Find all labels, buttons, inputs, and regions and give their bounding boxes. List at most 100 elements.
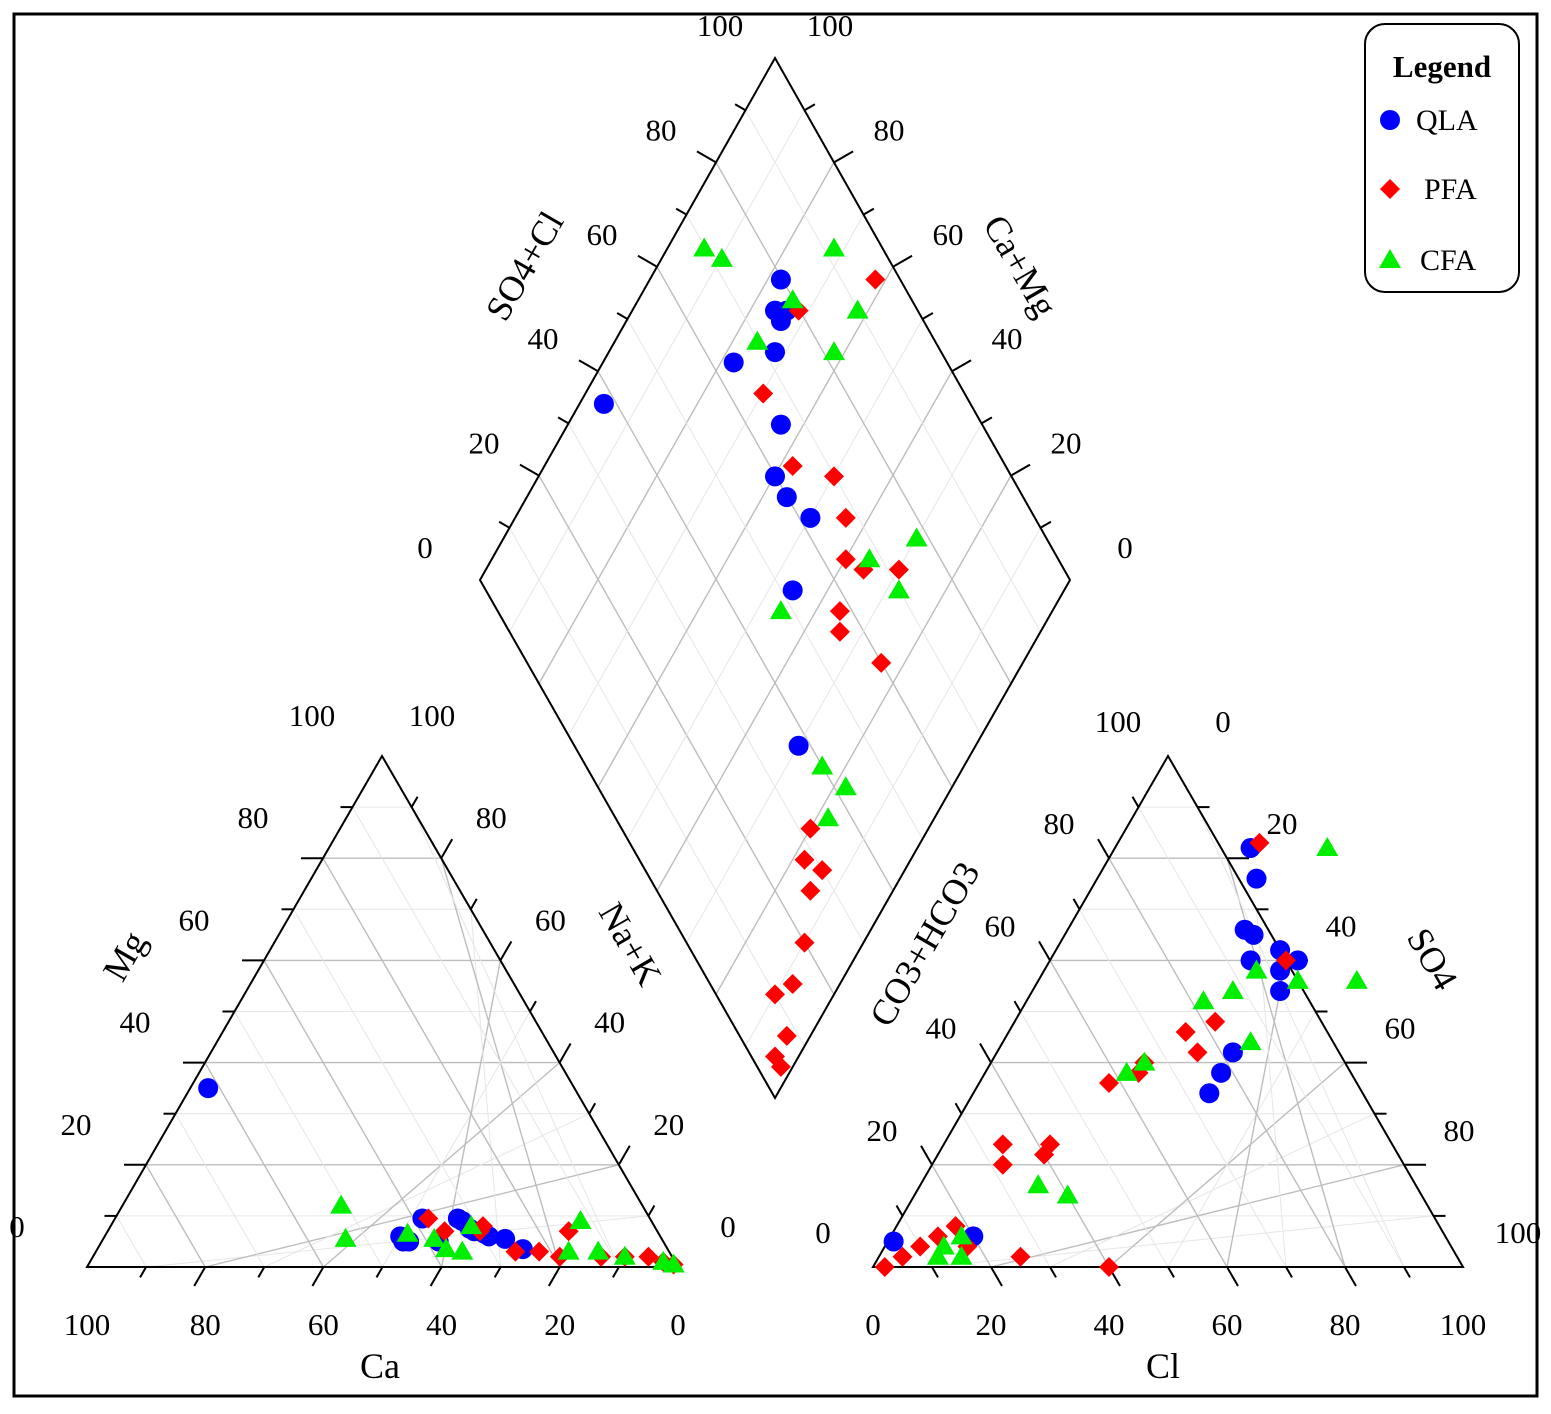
cation-left-tick-label: 0 bbox=[9, 1209, 25, 1244]
cfa-anion-point bbox=[1316, 836, 1339, 856]
diamond-left-tick-label: 80 bbox=[646, 112, 677, 147]
cation-bottom-tick bbox=[375, 1266, 384, 1278]
diamond-right-tick bbox=[981, 416, 993, 425]
diamond-outline bbox=[478, 55, 1072, 1101]
pfa-diamond-point bbox=[794, 849, 815, 870]
cfa-diamond-point bbox=[887, 579, 910, 599]
cation-grid-ascending bbox=[352, 806, 620, 1268]
legend: Legend QLA PFA CFA bbox=[1364, 23, 1520, 293]
cation-right-tick-label: 80 bbox=[476, 800, 507, 835]
pfa-diamond-point bbox=[812, 860, 833, 881]
qla-diamond-point bbox=[782, 580, 803, 601]
anion-bottom-axis-title: Cl bbox=[1146, 1346, 1180, 1386]
pfa-diamond-point bbox=[800, 880, 821, 901]
cation-right-tick bbox=[469, 898, 478, 910]
pfa-diamond-point bbox=[782, 456, 803, 477]
cfa-cation-point bbox=[435, 1238, 458, 1258]
cation-bottom-tick bbox=[612, 1266, 620, 1278]
cfa-anion-point bbox=[1239, 1031, 1262, 1051]
pfa-anion-point bbox=[892, 1246, 913, 1267]
anion-grid-ascending bbox=[1108, 857, 1346, 1268]
cation-bottom-tick-label: 100 bbox=[64, 1307, 111, 1342]
anion-bottom-tick-label: 60 bbox=[1212, 1307, 1243, 1342]
anion-grid-ascending bbox=[1138, 806, 1405, 1268]
qla-diamond-point bbox=[776, 487, 797, 508]
pfa-diamond-point bbox=[871, 652, 892, 673]
cfa-diamond-point bbox=[769, 600, 792, 620]
diamond-left-tick bbox=[616, 312, 628, 320]
cfa-diamond-point bbox=[823, 341, 845, 361]
cfa-diamond-point bbox=[746, 330, 769, 350]
anion-bottom-tick-label: 80 bbox=[1330, 1307, 1361, 1342]
anion-left-tick bbox=[895, 1205, 904, 1217]
cfa-anion-point bbox=[1115, 1061, 1138, 1081]
cation-bottom-tick bbox=[139, 1266, 147, 1278]
cfa-cation-point bbox=[613, 1245, 636, 1265]
pfa-cation-point bbox=[529, 1241, 550, 1262]
diamond-left-tick bbox=[696, 150, 717, 164]
cation-grid-ascending bbox=[234, 1011, 383, 1268]
cation-left-tick-label: 20 bbox=[61, 1107, 92, 1142]
diamond-left-tick bbox=[675, 207, 687, 216]
anion-left-tick bbox=[1038, 940, 1051, 961]
cation-grid-ascending bbox=[322, 857, 561, 1268]
pfa-anion-point bbox=[992, 1154, 1013, 1175]
anion-right-tick-label: 60 bbox=[1385, 1011, 1416, 1046]
cation-grid-ascending bbox=[116, 1215, 147, 1268]
cation-grid-ascending bbox=[263, 960, 443, 1268]
anion-bottom-tick bbox=[1167, 1266, 1175, 1278]
qla-diamond-point bbox=[800, 507, 821, 528]
diamond-right-tick bbox=[833, 150, 854, 164]
anion-grid-ascending bbox=[931, 1164, 992, 1268]
diamond-right-tick-label: 60 bbox=[933, 217, 964, 252]
anion-bottom-tick bbox=[990, 1266, 1003, 1287]
cfa-anion-point bbox=[1221, 980, 1244, 1000]
cfa-diamond-point bbox=[710, 247, 733, 267]
diamond-grid-line bbox=[686, 423, 982, 943]
diamond-left-tick-label: 60 bbox=[587, 217, 618, 252]
cation-right-tick bbox=[588, 1102, 597, 1115]
qla-anion-point bbox=[883, 1231, 904, 1252]
pfa-diamond-point bbox=[776, 1025, 797, 1046]
anion-grid-ascending bbox=[961, 1113, 1051, 1268]
diamond-left-tick bbox=[734, 103, 746, 112]
cation-bottom-tick bbox=[547, 1266, 561, 1287]
anion-left-tick bbox=[1131, 796, 1140, 808]
anion-grid-ascending bbox=[1020, 1011, 1169, 1268]
pfa-cation-point bbox=[505, 1241, 526, 1262]
cfa-anion-point bbox=[926, 1245, 949, 1265]
cfa-anion-point bbox=[1056, 1184, 1079, 1204]
legend-label-cfa: CFA bbox=[1420, 244, 1476, 277]
cation-bottom-tick-label: 80 bbox=[190, 1307, 221, 1342]
cfa-diamond-point bbox=[817, 807, 840, 827]
anion-bottom-tick bbox=[1049, 1266, 1057, 1278]
cfa-cation-point bbox=[396, 1222, 419, 1242]
anion-right-tick-label: 80 bbox=[1444, 1113, 1475, 1148]
cation-grid-ascending bbox=[204, 1062, 325, 1268]
anion-right-tick-label: 20 bbox=[1267, 806, 1298, 841]
anion-left-tick-label: 80 bbox=[1044, 806, 1075, 841]
diamond-right-tick-label: 40 bbox=[992, 321, 1023, 356]
diamond-grid-line bbox=[745, 109, 1041, 633]
anion-grid-ascending bbox=[1079, 909, 1287, 1268]
anion-bottom-tick-label: 0 bbox=[865, 1307, 881, 1342]
diamond-grid-line bbox=[715, 475, 1012, 995]
pfa-diamond-point bbox=[770, 1056, 791, 1077]
qla-anion-point bbox=[1234, 919, 1255, 940]
legend-marker-pfa bbox=[1380, 179, 1400, 199]
diamond-left-tick-label: 20 bbox=[469, 426, 500, 461]
diamond-right-tick bbox=[804, 103, 816, 112]
cfa-diamond-point bbox=[905, 527, 928, 547]
qla-diamond-point bbox=[765, 466, 785, 487]
diamond-right-tick-label: 0 bbox=[1117, 530, 1133, 565]
cation-bottom-tick-label: 60 bbox=[308, 1307, 339, 1342]
cfa-anion-point bbox=[950, 1225, 973, 1245]
cation-bottom-tick-label: 40 bbox=[426, 1307, 457, 1342]
pfa-anion-point bbox=[910, 1236, 931, 1257]
cfa-anion-point bbox=[1245, 959, 1268, 979]
pfa-diamond-point bbox=[835, 549, 856, 570]
qla-cation-point bbox=[198, 1078, 219, 1099]
pfa-cation-point bbox=[434, 1221, 455, 1242]
diamond-left-tick bbox=[519, 463, 540, 477]
diamond-grid-line bbox=[627, 318, 923, 840]
